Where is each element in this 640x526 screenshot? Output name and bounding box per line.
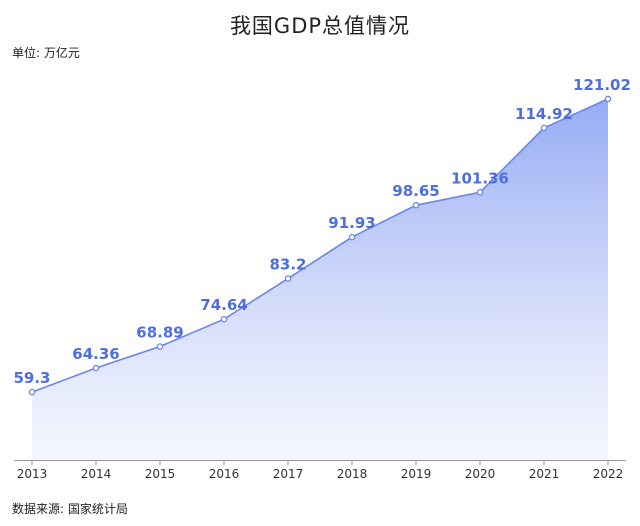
data-label: 59.3 (13, 369, 50, 387)
data-label: 121.02 (573, 76, 631, 94)
data-label: 83.2 (269, 256, 306, 274)
series-line (31, 98, 609, 393)
x-tick-label: 2017 (273, 467, 304, 481)
data-label: 74.64 (200, 296, 247, 314)
area-fill (32, 98, 608, 460)
data-label: 114.92 (515, 105, 573, 123)
x-tick-label: 2016 (209, 467, 240, 481)
data-point (348, 233, 356, 241)
x-tick-label: 2021 (529, 467, 560, 481)
chart-title: 我国GDP总值情况 (229, 14, 411, 38)
data-label: 91.93 (328, 214, 375, 232)
data-point (156, 343, 164, 350)
x-tick-label: 2013 (17, 467, 48, 481)
x-tick-label: 2022 (593, 467, 624, 481)
x-tick-label: 2014 (81, 467, 112, 481)
data-point (92, 364, 100, 372)
data-point (28, 388, 36, 396)
x-tick-label: 2019 (401, 467, 432, 481)
unit-label: 单位: 万亿元 (12, 46, 80, 60)
x-tick-label: 2015 (145, 467, 176, 481)
data-point (540, 124, 548, 132)
data-source-label: 数据来源: 国家统计局 (12, 502, 128, 516)
data-point (220, 315, 228, 323)
data-label: 68.89 (136, 324, 183, 342)
data-label: 101.36 (451, 169, 509, 187)
data-point (604, 95, 612, 103)
x-tick-label: 2018 (337, 467, 368, 481)
data-label: 64.36 (72, 345, 119, 363)
data-point (284, 275, 292, 282)
data-point (412, 201, 420, 209)
x-tick-label: 2020 (465, 467, 496, 481)
data-label: 98.65 (392, 182, 439, 200)
data-point (476, 189, 484, 196)
